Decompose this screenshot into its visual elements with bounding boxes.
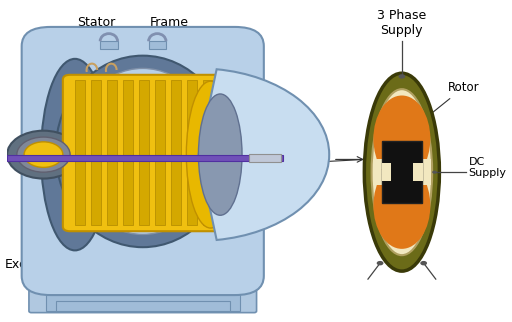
Bar: [381, 163, 391, 181]
Text: DC
Supply: DC Supply: [468, 156, 506, 178]
Ellipse shape: [365, 73, 439, 271]
Circle shape: [24, 142, 63, 167]
Text: Stator: Stator: [258, 150, 296, 163]
Bar: [203, 80, 212, 225]
Bar: [123, 80, 133, 225]
FancyBboxPatch shape: [56, 301, 230, 311]
Bar: [100, 41, 118, 49]
Bar: [139, 80, 148, 225]
Ellipse shape: [373, 163, 430, 249]
Text: Rotor: Rotor: [147, 70, 196, 96]
Circle shape: [432, 171, 437, 174]
Ellipse shape: [70, 69, 216, 234]
Circle shape: [420, 261, 427, 265]
Ellipse shape: [372, 89, 432, 255]
Bar: [155, 80, 164, 225]
Bar: [171, 80, 181, 225]
Bar: [413, 163, 423, 181]
Bar: [148, 41, 166, 49]
Text: Winding: Winding: [160, 105, 222, 127]
Bar: [91, 80, 101, 225]
Text: Rotor: Rotor: [416, 81, 479, 126]
Bar: [249, 154, 281, 162]
Circle shape: [398, 74, 406, 79]
Ellipse shape: [56, 56, 230, 247]
Ellipse shape: [41, 59, 109, 251]
Text: Exciter: Exciter: [5, 197, 48, 271]
Circle shape: [377, 261, 383, 265]
Circle shape: [17, 137, 70, 172]
Ellipse shape: [373, 96, 430, 182]
Bar: [107, 80, 117, 225]
Bar: [7, 155, 283, 161]
Text: 3 Phase
Supply: 3 Phase Supply: [377, 9, 426, 37]
Bar: [373, 175, 431, 185]
Text: Stator: Stator: [257, 158, 363, 171]
Circle shape: [7, 131, 80, 179]
Bar: [75, 80, 84, 225]
Wedge shape: [199, 69, 329, 240]
FancyBboxPatch shape: [22, 27, 264, 295]
Ellipse shape: [199, 94, 242, 215]
FancyBboxPatch shape: [46, 292, 240, 311]
Ellipse shape: [186, 81, 235, 228]
FancyBboxPatch shape: [29, 279, 257, 313]
Bar: [187, 80, 197, 225]
Text: Frame: Frame: [150, 16, 189, 50]
FancyBboxPatch shape: [63, 75, 223, 231]
Text: Stator: Stator: [78, 16, 116, 50]
Bar: [373, 159, 431, 169]
Bar: [382, 141, 422, 203]
